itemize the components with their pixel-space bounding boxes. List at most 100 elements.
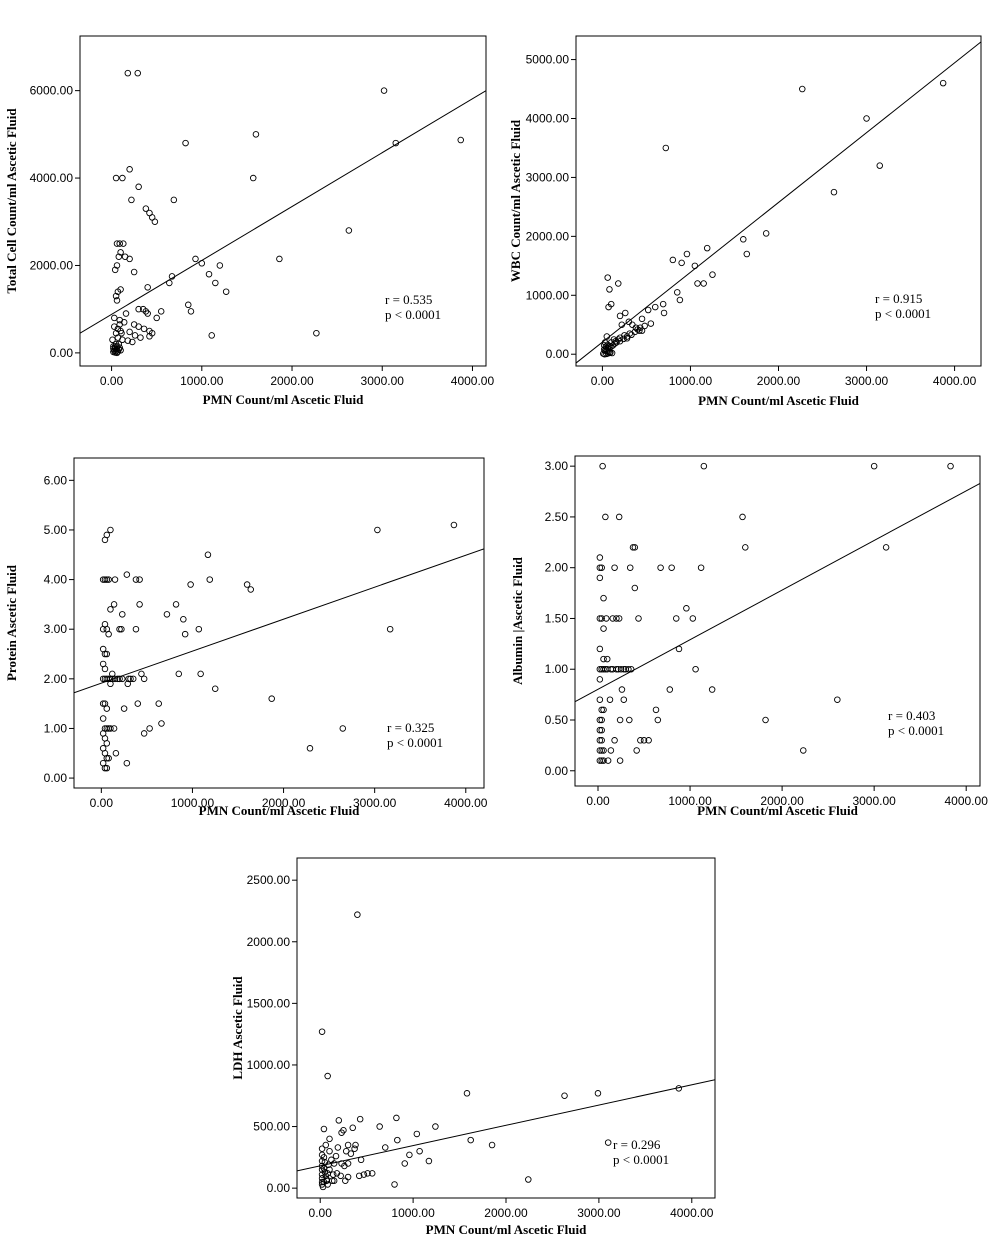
data-point <box>596 716 604 724</box>
data-point <box>344 1141 352 1149</box>
x-axis-label: PMN Count/ml Ascetic Fluid <box>697 803 858 818</box>
data-point <box>623 335 631 342</box>
y-tick-label: 5000.00 <box>526 53 570 67</box>
correlation-r: r = 0.325 <box>387 720 434 735</box>
data-point <box>99 675 107 683</box>
y-tick-label: 3000.00 <box>526 170 570 184</box>
data-point <box>111 576 119 583</box>
y-tick-label: 0.00 <box>44 771 68 785</box>
data-point <box>324 1181 331 1188</box>
data-point <box>107 725 114 732</box>
data-point <box>140 675 148 683</box>
data-point <box>182 139 189 147</box>
data-point <box>107 680 114 688</box>
data-point <box>114 288 122 295</box>
data-point <box>596 737 604 744</box>
data-point <box>103 754 111 762</box>
data-point <box>637 324 644 331</box>
data-point <box>356 1115 364 1123</box>
data-point <box>606 286 613 293</box>
data-point <box>168 273 176 280</box>
data-point <box>144 310 151 317</box>
data-point <box>631 584 639 592</box>
y-tick-label: 1.00 <box>545 662 569 676</box>
data-point <box>392 139 400 147</box>
data-point <box>762 716 769 724</box>
data-point <box>211 685 219 693</box>
data-point <box>105 754 112 762</box>
data-point <box>163 611 171 618</box>
x-axis-label: PMN Count/ml Ascetic Fluid <box>426 1222 587 1237</box>
data-point <box>124 69 132 77</box>
y-tick-label: 2.00 <box>545 561 569 575</box>
data-point <box>99 715 107 722</box>
data-point <box>357 1156 365 1164</box>
y-tick-label: 3.00 <box>44 622 68 636</box>
data-point <box>615 280 622 287</box>
data-point <box>863 115 870 122</box>
data-point <box>111 266 119 274</box>
data-point <box>114 348 122 355</box>
data-point <box>172 601 180 608</box>
y-tick-label: 0.00 <box>546 347 570 361</box>
x-tick-label: 1000.00 <box>668 794 712 808</box>
data-point <box>130 268 138 276</box>
data-point <box>635 615 642 622</box>
data-point <box>675 1085 683 1092</box>
data-point <box>600 655 607 663</box>
data-point <box>151 218 159 226</box>
data-point <box>328 1156 335 1164</box>
y-axis-label: WBC Count/ml Ascetic Fluid <box>508 119 523 282</box>
data-point <box>834 696 841 703</box>
data-point <box>125 675 132 683</box>
data-point <box>376 1123 383 1130</box>
p-value: p < 0.0001 <box>888 723 944 738</box>
y-tick-label: 2000.00 <box>30 258 74 272</box>
data-point <box>645 737 652 744</box>
data-point <box>689 615 697 622</box>
data-point <box>187 581 194 588</box>
data-point <box>112 750 120 757</box>
data-point <box>380 87 388 94</box>
data-point <box>103 725 111 732</box>
data-point <box>119 675 126 683</box>
data-point <box>610 336 618 343</box>
data-point <box>320 1125 328 1133</box>
data-point <box>659 300 667 308</box>
data-point <box>113 349 121 357</box>
data-point <box>668 564 675 571</box>
data-point <box>525 1176 532 1183</box>
data-point <box>633 747 640 754</box>
data-point <box>620 335 627 343</box>
scatter-plot: 0.00 1000.00 2000.00 3000.00 4000.00 0.00 1.00… <box>4 457 488 818</box>
data-point <box>103 705 111 712</box>
y-tick-label: 4000.00 <box>30 171 74 185</box>
x-tick-label: 0.00 <box>591 374 615 388</box>
y-axis-label: Albumin |Ascetic Fluid <box>510 556 525 685</box>
data-point <box>947 462 954 470</box>
data-point <box>187 308 195 315</box>
data-point <box>111 314 118 322</box>
data-point <box>114 325 122 333</box>
data-point <box>135 305 142 313</box>
data-point <box>206 576 214 583</box>
scatter-plot: 0.00 1000.00 2000.00 3000.00 4000.00 0.00 2000… <box>4 35 494 407</box>
data-point <box>692 665 699 673</box>
data-point <box>700 462 708 470</box>
chart-panel-d: 0.00 1000.00 2000.00 3000.00 4000.00 0.00 0.50… <box>500 410 1000 825</box>
data-point <box>318 1145 326 1152</box>
data-point <box>119 611 126 618</box>
data-point <box>596 564 604 571</box>
data-point <box>166 279 173 287</box>
data-point <box>313 329 320 337</box>
data-point <box>119 174 126 182</box>
x-tick-label: 1000.00 <box>171 796 215 810</box>
data-point <box>132 625 140 633</box>
data-point <box>641 322 648 330</box>
data-point <box>101 536 109 544</box>
data-point <box>126 255 133 263</box>
data-point <box>876 162 884 169</box>
data-point <box>467 1136 474 1144</box>
data-point <box>488 1141 496 1149</box>
data-point <box>142 308 150 315</box>
